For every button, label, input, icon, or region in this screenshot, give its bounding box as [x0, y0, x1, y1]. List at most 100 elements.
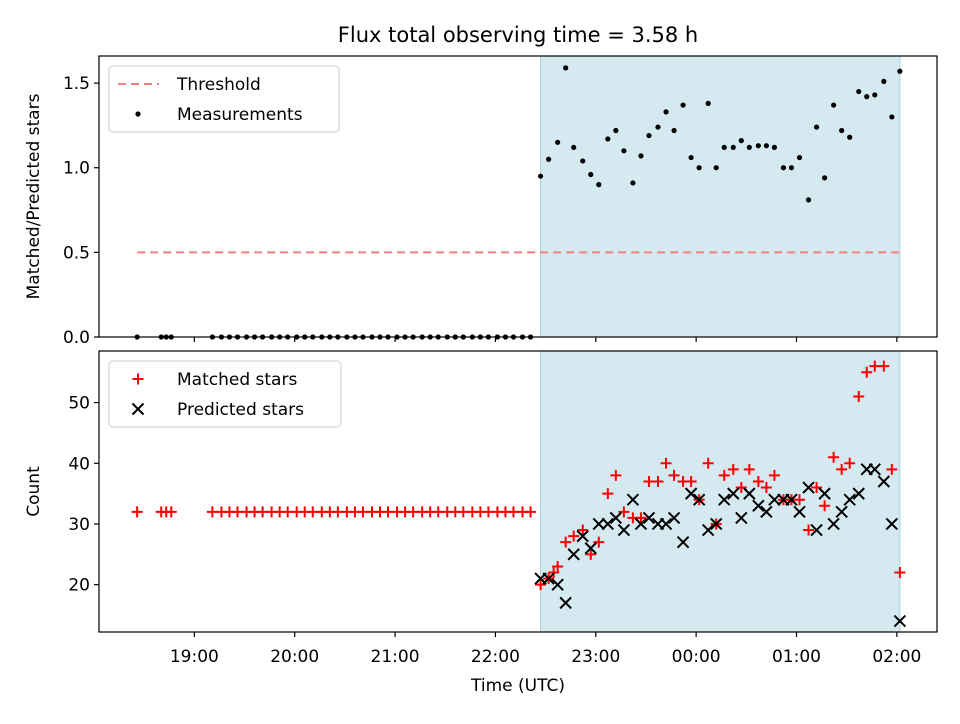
predicted-point	[601, 517, 615, 531]
predicted-point	[760, 505, 773, 519]
legend-plus-swatch	[132, 373, 144, 385]
matched-point	[861, 366, 873, 378]
measurement-point	[763, 143, 769, 149]
predicted-point	[609, 511, 623, 525]
y-tick-label: 0.0	[63, 328, 90, 348]
measurement-point	[655, 124, 661, 130]
predicted-point	[718, 493, 731, 506]
measurement-point	[613, 127, 619, 134]
series-predicted-stars	[534, 463, 907, 628]
predicted-point	[592, 517, 605, 531]
predicted-point	[576, 529, 589, 543]
measurement-point	[638, 153, 644, 159]
matched-point	[535, 579, 547, 591]
matched-point	[618, 506, 630, 518]
measurement-point	[646, 132, 652, 139]
matched-point	[552, 560, 564, 572]
measurement-point	[713, 165, 719, 171]
measurement-point	[555, 139, 561, 145]
measurement-point	[630, 180, 636, 186]
matched-point	[131, 506, 143, 518]
measurement-point	[563, 65, 569, 71]
predicted-point	[617, 523, 631, 537]
matched-point	[853, 391, 865, 403]
predicted-point	[642, 511, 656, 525]
matched-point	[844, 457, 856, 469]
predicted-point	[684, 487, 698, 500]
predicted-point	[692, 493, 706, 506]
matched-point	[828, 451, 840, 463]
matched-point	[878, 360, 890, 372]
measurement-point	[881, 78, 887, 84]
predicted-point	[793, 505, 806, 519]
matched-point	[702, 457, 714, 469]
y-tick-label: 0.5	[63, 243, 90, 263]
legend-x-swatch	[131, 402, 145, 416]
legend-dot-swatch	[135, 111, 141, 117]
matched-point	[560, 536, 572, 548]
measurement-point	[546, 156, 552, 162]
matched-point	[743, 463, 755, 475]
matched-point	[577, 524, 589, 536]
matched-point	[894, 567, 906, 579]
y-tick-label: 50	[68, 394, 90, 414]
legend-label: Measurements	[177, 105, 303, 125]
matched-point	[568, 530, 580, 542]
y-axis-label: Matched/Predicted stars	[24, 93, 44, 299]
measurement-point	[663, 109, 669, 115]
predicted-point	[802, 481, 815, 494]
measurement-point	[605, 136, 611, 142]
measurement-point	[571, 144, 577, 151]
predicted-point	[827, 517, 840, 531]
matched-point	[585, 548, 597, 560]
measurement-point	[738, 138, 744, 144]
x-tick-label: 19:00	[170, 647, 219, 667]
measurement-point	[671, 127, 677, 134]
predicted-point	[852, 487, 865, 500]
matched-point	[602, 488, 614, 500]
measurement-point	[588, 171, 594, 178]
legend-label: Matched stars	[177, 370, 297, 390]
matched-point	[548, 567, 560, 579]
measurement-point	[813, 124, 820, 130]
chart-title: Flux total observing time = 3.58 h	[338, 23, 698, 47]
legend: Matched stars Predicted stars	[108, 360, 342, 428]
predicted-point	[727, 487, 740, 500]
measurement-point	[780, 165, 787, 171]
series-matched-stars	[131, 360, 906, 591]
y-tick-label: 20	[68, 576, 90, 596]
x-axis-label: Time (UTC)	[470, 676, 565, 696]
x-tick-label: 01:00	[772, 647, 821, 667]
x-tick-label: 20:00	[270, 647, 319, 667]
legend-box	[108, 65, 340, 133]
measurement-point	[805, 197, 812, 203]
predicted-point	[785, 493, 798, 506]
predicted-point	[559, 596, 572, 610]
matched-point	[660, 457, 672, 469]
predicted-point	[877, 475, 891, 488]
measurement-point	[796, 154, 803, 161]
measurement-point	[621, 148, 627, 154]
y-axis-label: Count	[24, 466, 44, 517]
predicted-point	[659, 517, 673, 531]
matched-point	[165, 506, 177, 518]
matched-point	[803, 524, 815, 536]
count-panel: 20 30 40 50 19:00 20:00 21:00 22:00 23:00 00:00 01…	[24, 350, 938, 696]
matched-point	[668, 469, 680, 481]
measurement-point	[721, 144, 727, 151]
measurement-point	[688, 154, 694, 161]
legend-box	[108, 360, 342, 428]
x-tick-label: 21:00	[371, 647, 420, 667]
y-tick-label: 40	[68, 454, 90, 474]
measurement-point	[847, 134, 853, 140]
x-tick-label: 00:00	[672, 647, 721, 667]
measurement-point	[889, 114, 895, 120]
measurement-point	[788, 165, 795, 171]
observing-window	[540, 350, 901, 633]
predicted-point	[667, 511, 681, 525]
legend: Threshold Measurements	[108, 65, 340, 133]
matched-point	[794, 494, 806, 506]
axes-frame	[98, 350, 938, 633]
measurement-point	[872, 92, 878, 98]
